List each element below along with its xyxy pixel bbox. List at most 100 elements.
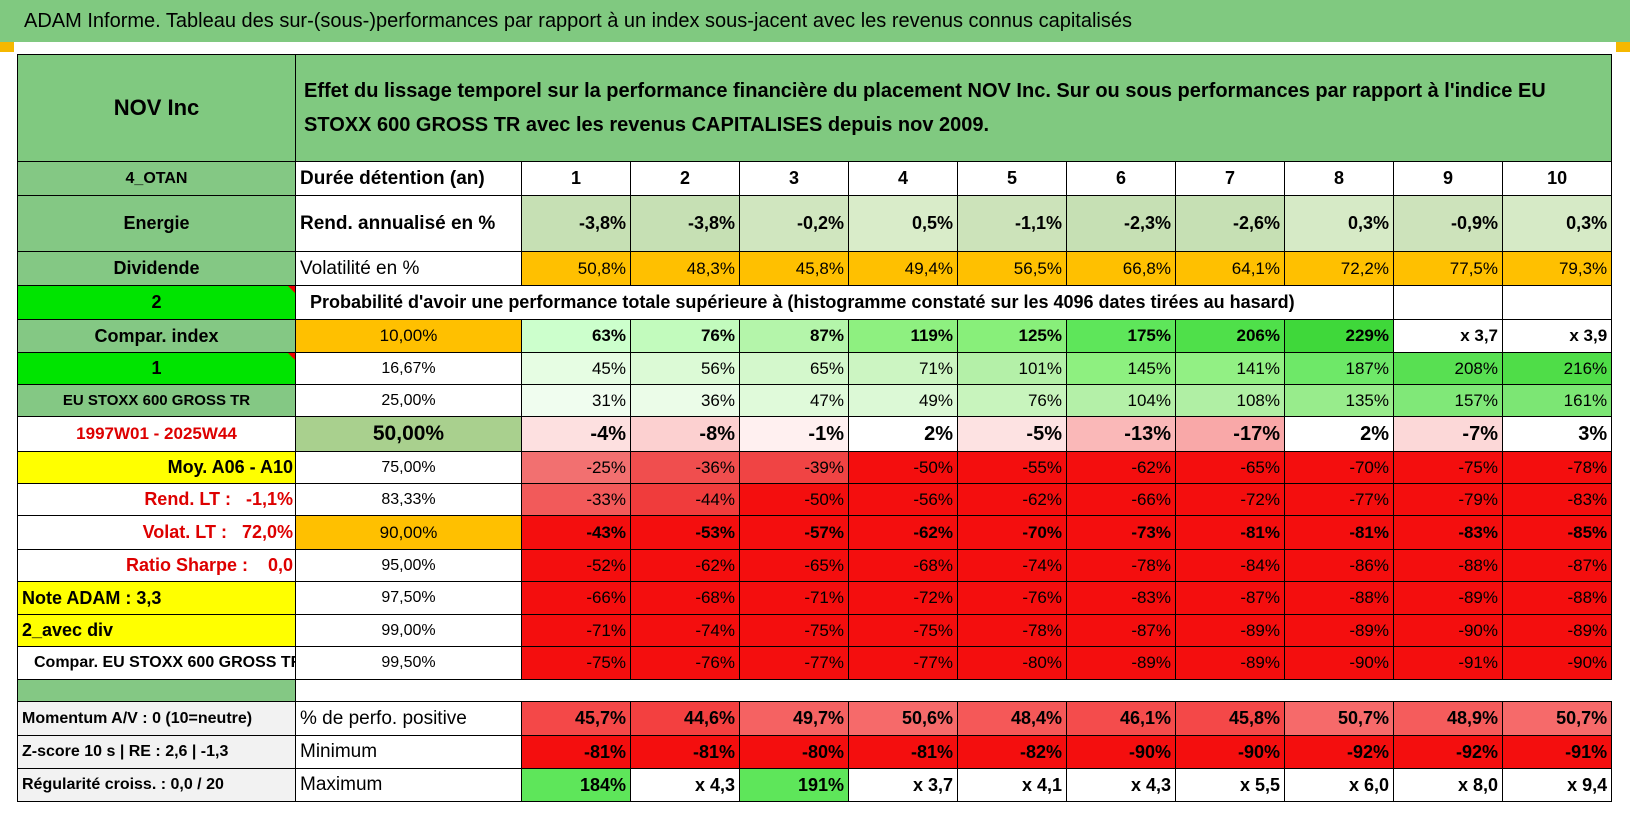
value-cell: 77,5% xyxy=(1393,251,1503,286)
value-cell: -62% xyxy=(630,549,740,582)
value-cell: -83% xyxy=(1501,483,1613,516)
value-cell: 50,6% xyxy=(848,701,958,736)
value-cell: 50,8% xyxy=(521,251,631,286)
table-row: Volat. LT : 72,0% 90,00% -43% -53% -57% -62% -… xyxy=(17,515,1613,550)
value-cell: -72% xyxy=(1175,483,1285,516)
value-cell: -13% xyxy=(1066,416,1176,452)
value-cell: 141% xyxy=(1175,352,1285,385)
value-cell: -66% xyxy=(521,581,631,615)
value-cell: 208% xyxy=(1393,352,1503,385)
row-key: Minimum xyxy=(295,735,522,769)
value-cell: -90% xyxy=(1501,646,1613,680)
value-cell: -89% xyxy=(1393,581,1503,615)
value-cell: 108% xyxy=(1175,384,1285,417)
value-cell: -89% xyxy=(1284,614,1394,647)
value-cell: -90% xyxy=(1284,646,1394,680)
value-cell: -0,9% xyxy=(1393,195,1503,252)
row-label: Z-score 10 s | RE : 2,6 | -1,3 xyxy=(17,735,296,769)
value-cell: 119% xyxy=(848,319,958,353)
value-cell: 9 xyxy=(1393,161,1503,196)
value-cell: -1% xyxy=(739,416,849,452)
value-cell: -87% xyxy=(1175,581,1285,615)
value-cell: -81% xyxy=(521,735,631,769)
value-cell: 45% xyxy=(521,352,631,385)
value-cell: -88% xyxy=(1284,581,1394,615)
value-cell: -76% xyxy=(630,646,740,680)
value-cell: -89% xyxy=(1175,646,1285,680)
value-cell: 3% xyxy=(1501,416,1613,452)
value-cell: -81% xyxy=(1175,515,1285,550)
value-cell: 229% xyxy=(1284,319,1394,353)
value-cell: -53% xyxy=(630,515,740,550)
value-cell: -3,8% xyxy=(630,195,740,252)
value-cell: -57% xyxy=(739,515,849,550)
value-cell: 2% xyxy=(848,416,958,452)
value-cell: -50% xyxy=(739,483,849,516)
value-cell: -87% xyxy=(1501,549,1613,582)
value-cell: 6 xyxy=(1066,161,1176,196)
value-cell: 45,8% xyxy=(1175,701,1285,736)
value-cell: 48,9% xyxy=(1393,701,1503,736)
value-cell: 79,3% xyxy=(1501,251,1613,286)
spacer-row xyxy=(17,679,1612,702)
row-key: 75,00% xyxy=(295,451,522,484)
row-key: 10,00% xyxy=(295,319,522,353)
value-cell: -39% xyxy=(739,451,849,484)
value-cell: 157% xyxy=(1393,384,1503,417)
value-cell: -66% xyxy=(1066,483,1176,516)
value-cell: 50,7% xyxy=(1284,701,1394,736)
value-cell: -55% xyxy=(957,451,1067,484)
table-row: Energie Rend. annualisé en % -3,8% -3,8% -0,… xyxy=(17,195,1613,252)
value-cell: -8% xyxy=(630,416,740,452)
value-cell: -43% xyxy=(521,515,631,550)
value-cell: -92% xyxy=(1393,735,1503,769)
row-label: Note ADAM : 3,3 xyxy=(17,581,296,615)
row-label: 4_OTAN xyxy=(17,161,296,196)
table-row: 4_OTAN Durée détention (an) 1 2 3 4 5 6 7 8 9 10 xyxy=(17,161,1613,196)
value-cell: 104% xyxy=(1066,384,1176,417)
row-label: Compar. EU STOXX 600 GROSS TR xyxy=(17,646,296,680)
row-label: 2 xyxy=(17,285,296,320)
value-cell: -71% xyxy=(521,614,631,647)
asset-name: NOV Inc xyxy=(17,54,296,162)
value-cell: -5% xyxy=(957,416,1067,452)
value-cell: 50,7% xyxy=(1501,701,1613,736)
header-row: NOV Inc Effet du lissage temporel sur la… xyxy=(17,54,1613,162)
empty-cell xyxy=(1501,285,1613,320)
value-cell: -65% xyxy=(1175,451,1285,484)
row-label: Dividende xyxy=(17,251,296,286)
value-cell: 175% xyxy=(1066,319,1176,353)
row-label: Moy. A06 - A10 xyxy=(17,451,296,484)
value-cell: -78% xyxy=(1066,549,1176,582)
value-cell: -2,6% xyxy=(1175,195,1285,252)
row-key: 97,50% xyxy=(295,581,522,615)
value-cell: -82% xyxy=(957,735,1067,769)
performance-table: NOV Inc Effet du lissage temporel sur la… xyxy=(17,54,1613,802)
value-cell: -52% xyxy=(521,549,631,582)
row-key: Volatilité en % xyxy=(295,251,522,286)
value-cell: -62% xyxy=(957,483,1067,516)
row-key: 95,00% xyxy=(295,549,522,582)
value-cell: 0,3% xyxy=(1501,195,1613,252)
row-label: Régularité croiss. : 0,0 / 20 xyxy=(17,768,296,802)
value-cell: 187% xyxy=(1284,352,1394,385)
value-cell: -81% xyxy=(848,735,958,769)
value-cell: -90% xyxy=(1175,735,1285,769)
value-cell: 87% xyxy=(739,319,849,353)
value-cell: -56% xyxy=(848,483,958,516)
value-cell: 48,3% xyxy=(630,251,740,286)
value-cell: -91% xyxy=(1393,646,1503,680)
table-row: Compar. EU STOXX 600 GROSS TR 99,50% -75% -… xyxy=(17,646,1613,680)
row-key: Rend. annualisé en % xyxy=(295,195,522,252)
table-row: 2 Probabilité d'avoir une performance tot… xyxy=(17,285,1613,320)
row-label: Ratio Sharpe : 0,0 xyxy=(17,549,296,582)
table-row: 2_avec div 99,00% -71% -74% -75% -75% -78% -87%… xyxy=(17,614,1613,647)
value-cell: 36% xyxy=(630,384,740,417)
value-cell: -81% xyxy=(630,735,740,769)
value-cell: 76% xyxy=(630,319,740,353)
value-cell: -68% xyxy=(848,549,958,582)
value-cell: x 6,0 xyxy=(1284,768,1394,802)
row-key: 99,00% xyxy=(295,614,522,647)
row-label: Compar. index xyxy=(17,319,296,353)
row-label: EU STOXX 600 GROSS TR xyxy=(17,384,296,417)
